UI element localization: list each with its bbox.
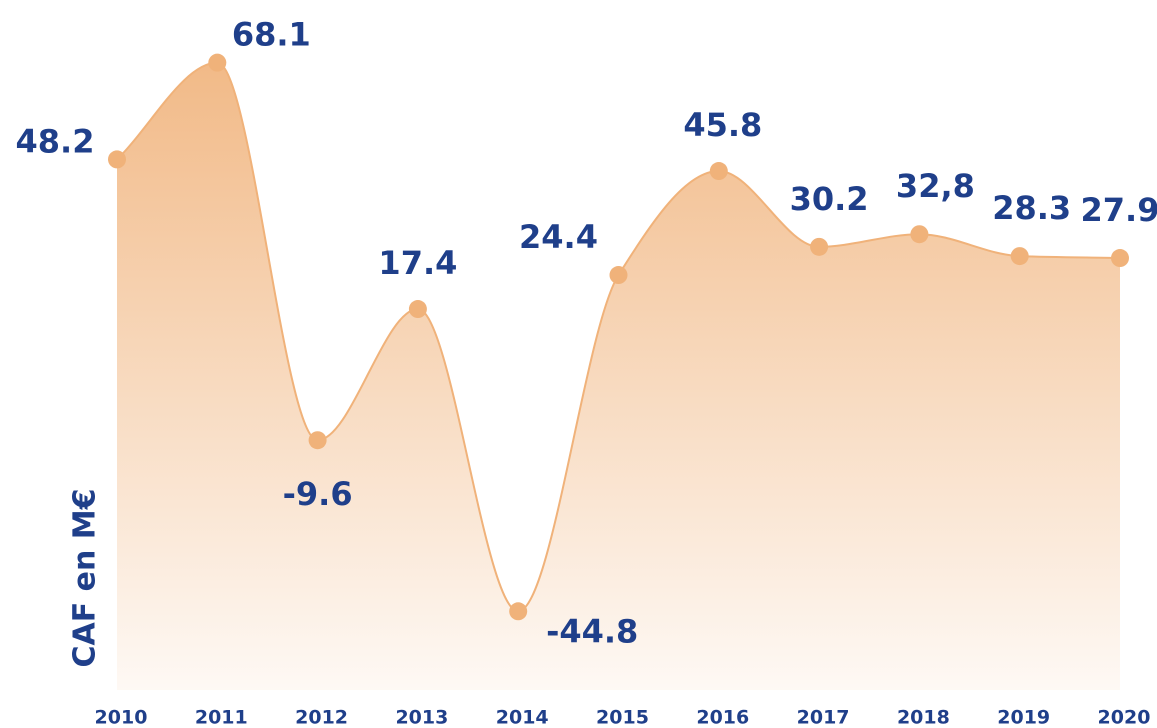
x-tick-label: 2012 [295,707,348,728]
data-label: 45.8 [683,106,762,144]
x-tick-label: 2017 [797,707,850,728]
data-point [810,237,829,256]
x-tick-label: 2018 [897,707,950,728]
data-label: 27.9 [1081,191,1157,229]
line [116,61,1121,613]
data-point [1010,247,1029,266]
data-label: -44.8 [546,612,638,650]
y-axis-label: CAF en M€ [68,488,103,667]
x-tick-label: 2013 [395,707,448,728]
data-label: 17.4 [378,244,457,282]
data-label: 68.1 [232,16,311,54]
data-label: 24.4 [519,218,598,256]
x-tick-label: 2020 [1098,707,1151,728]
data-point [709,162,728,181]
data-point [1111,249,1129,268]
data-label: 30.2 [790,180,869,218]
data-point [308,431,327,450]
x-tick-label: 2016 [696,707,749,728]
x-tick-label: 2011 [195,707,248,728]
area [117,62,1120,690]
data-label: 28.3 [992,189,1071,227]
x-tick-label: 2014 [496,707,549,728]
data-point [910,225,929,244]
x-tick-label: 2010 [95,707,148,728]
data-point [408,300,427,319]
data-label: -9.6 [283,475,353,513]
data-point [108,150,126,169]
data-label: 48.2 [16,122,95,160]
x-tick-label: 2015 [596,707,649,728]
data-point [208,53,227,72]
data-point [609,266,628,285]
data-label: 32,8 [896,167,975,205]
data-point [509,602,528,621]
x-tick-label: 2019 [997,707,1050,728]
